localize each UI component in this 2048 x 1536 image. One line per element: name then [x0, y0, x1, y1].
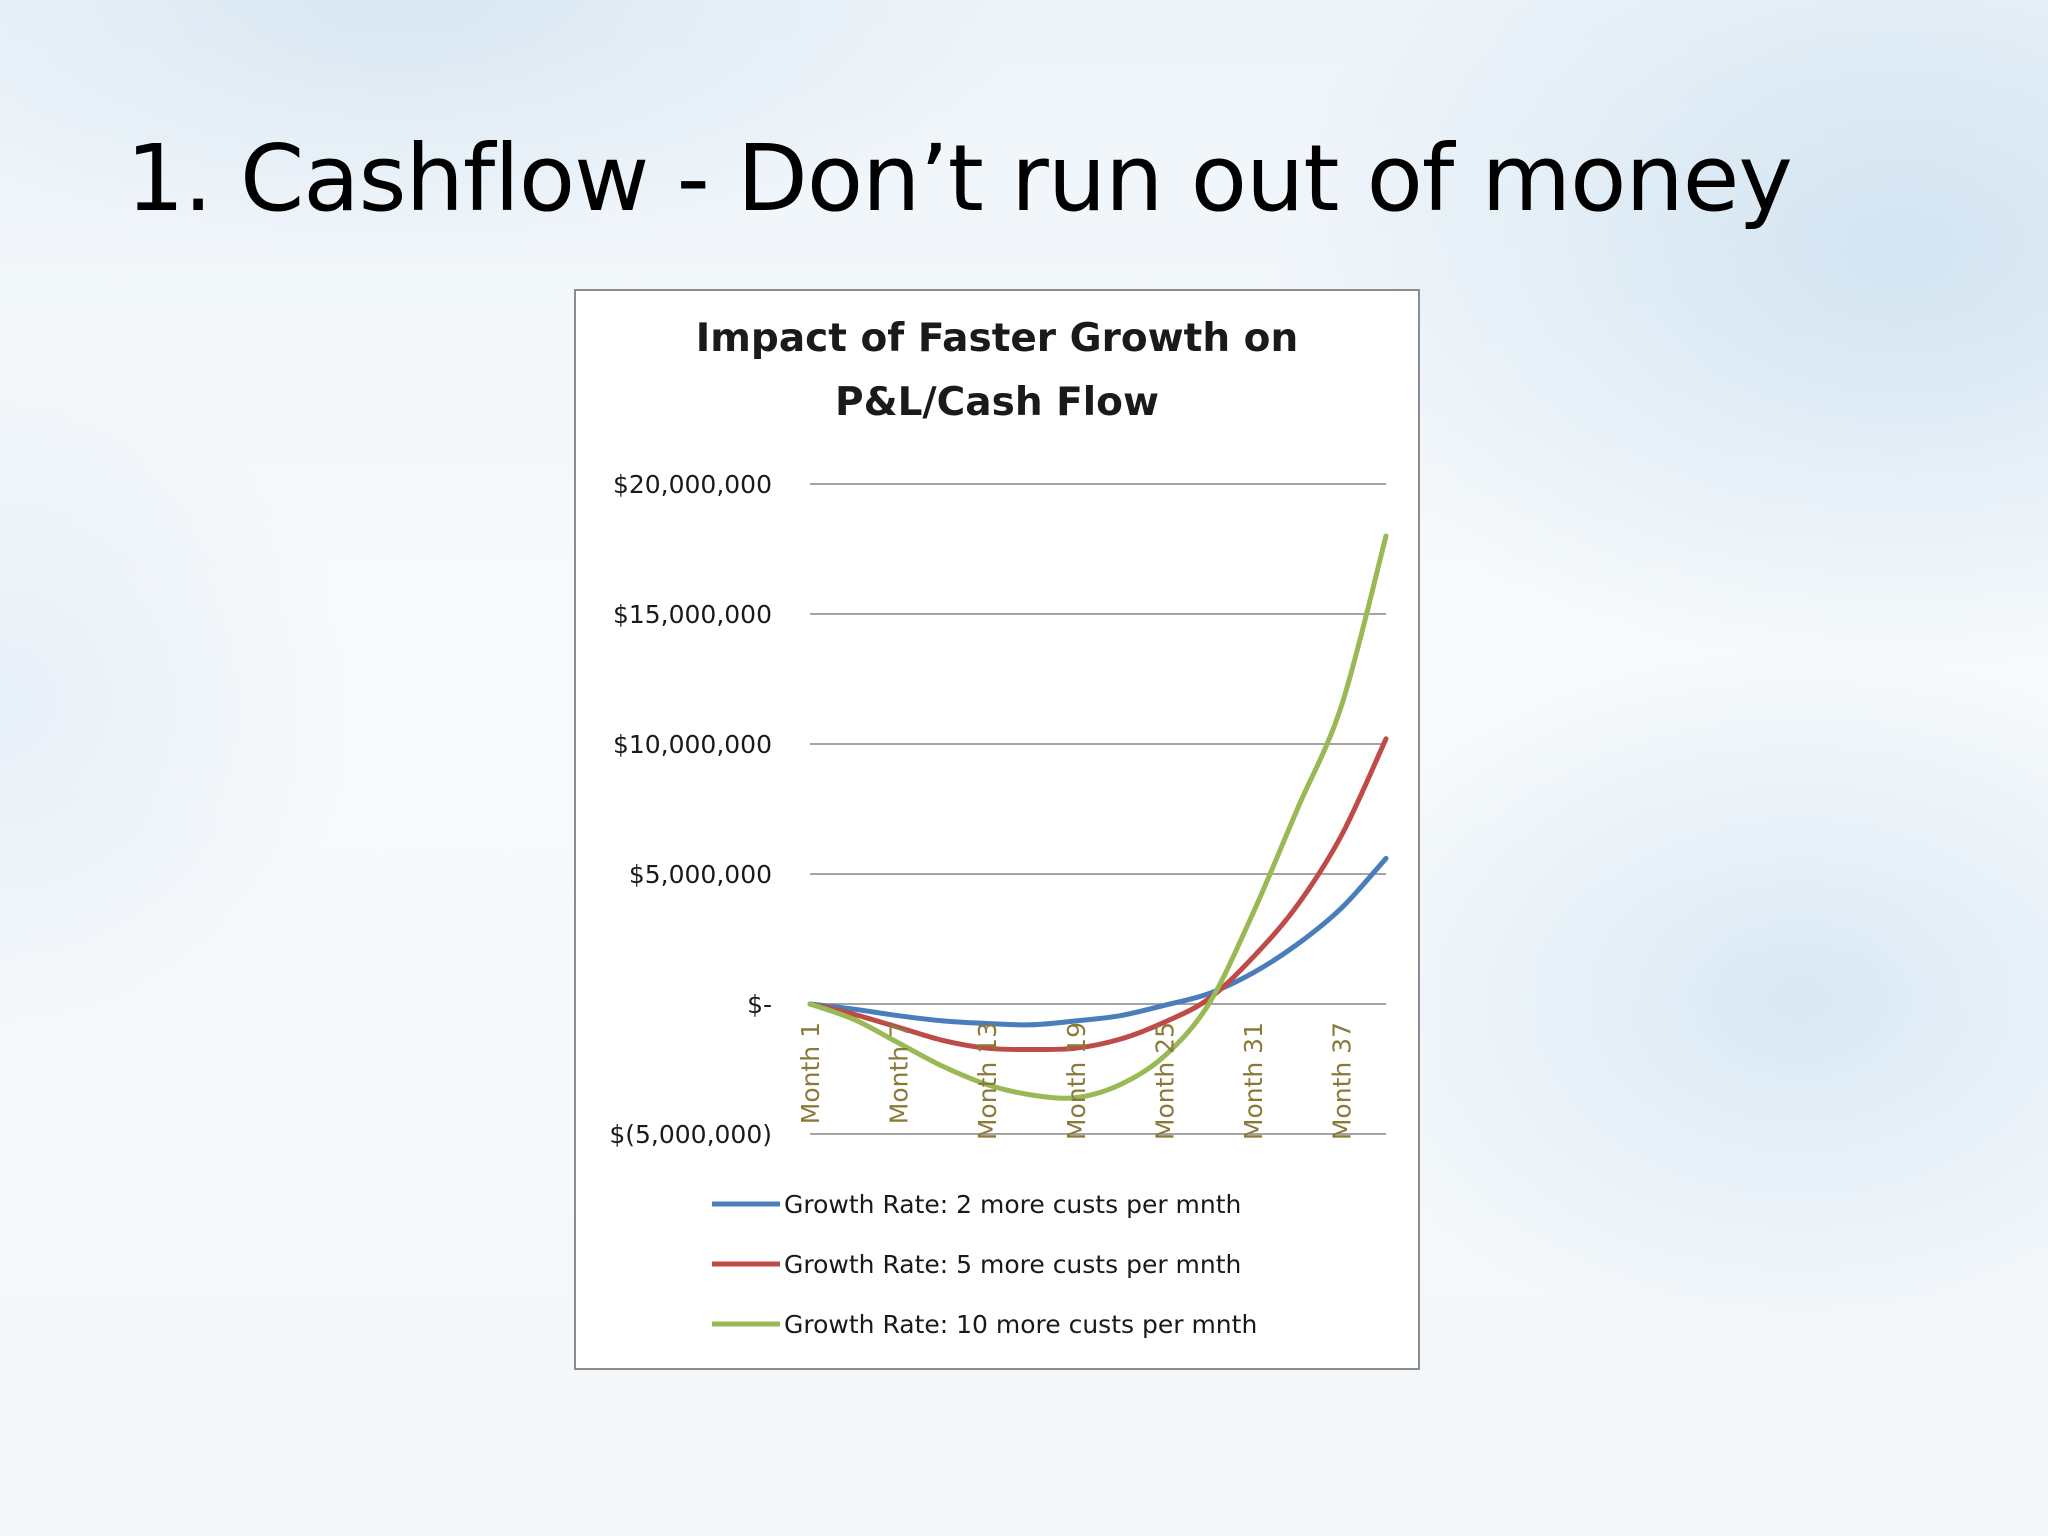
- x-tick-label: Month 19: [1062, 1022, 1091, 1140]
- series-line-2: [807, 736, 1389, 1053]
- y-tick-label: $(5,000,000): [609, 1120, 772, 1149]
- slide-title: 1. Cashflow - Don’t run out of money: [126, 125, 1793, 232]
- y-tick-label: $-: [747, 990, 772, 1019]
- series-lines: [807, 533, 1389, 1101]
- y-tick-label: $20,000,000: [613, 470, 772, 499]
- y-tick-label: $10,000,000: [613, 730, 772, 759]
- x-tick-label: Month 13: [973, 1022, 1002, 1140]
- series-line-3: [807, 533, 1389, 1101]
- x-axis-tick-labels: Month 1 Month 7 Month 13 Month 19 Month 25 Mo…: [796, 1022, 1357, 1140]
- x-tick-label: Month 1: [796, 1022, 825, 1124]
- x-tick-label: Month 25: [1151, 1022, 1180, 1140]
- x-tick-label: Month 31: [1239, 1022, 1268, 1140]
- x-tick-label: Month 37: [1328, 1022, 1357, 1140]
- series-line-1: [807, 855, 1389, 1028]
- gridlines: [810, 483, 1386, 1135]
- y-axis-tick-labels: $20,000,000 $15,000,000 $10,000,000 $5,000,…: [609, 470, 772, 1149]
- chart-frame: Impact of Faster Growth on P&L/Cash Flow…: [574, 289, 1420, 1370]
- chart-title-line-1: Impact of Faster Growth on: [696, 316, 1298, 361]
- legend-label-2: Growth Rate: 5 more custs per mnth: [784, 1250, 1241, 1279]
- legend-label-1: Growth Rate: 2 more custs per mnth: [784, 1190, 1241, 1219]
- x-tick-label: Month 7: [885, 1022, 914, 1124]
- line-chart: Impact of Faster Growth on P&L/Cash Flow…: [609, 316, 1389, 1339]
- legend-label-3: Growth Rate: 10 more custs per mnth: [784, 1310, 1257, 1339]
- chart-title-line-2: P&L/Cash Flow: [835, 380, 1159, 425]
- legend: Growth Rate: 2 more custs per mnth Growth…: [712, 1190, 1257, 1339]
- y-tick-label: $5,000,000: [629, 860, 772, 889]
- y-tick-label: $15,000,000: [613, 600, 772, 629]
